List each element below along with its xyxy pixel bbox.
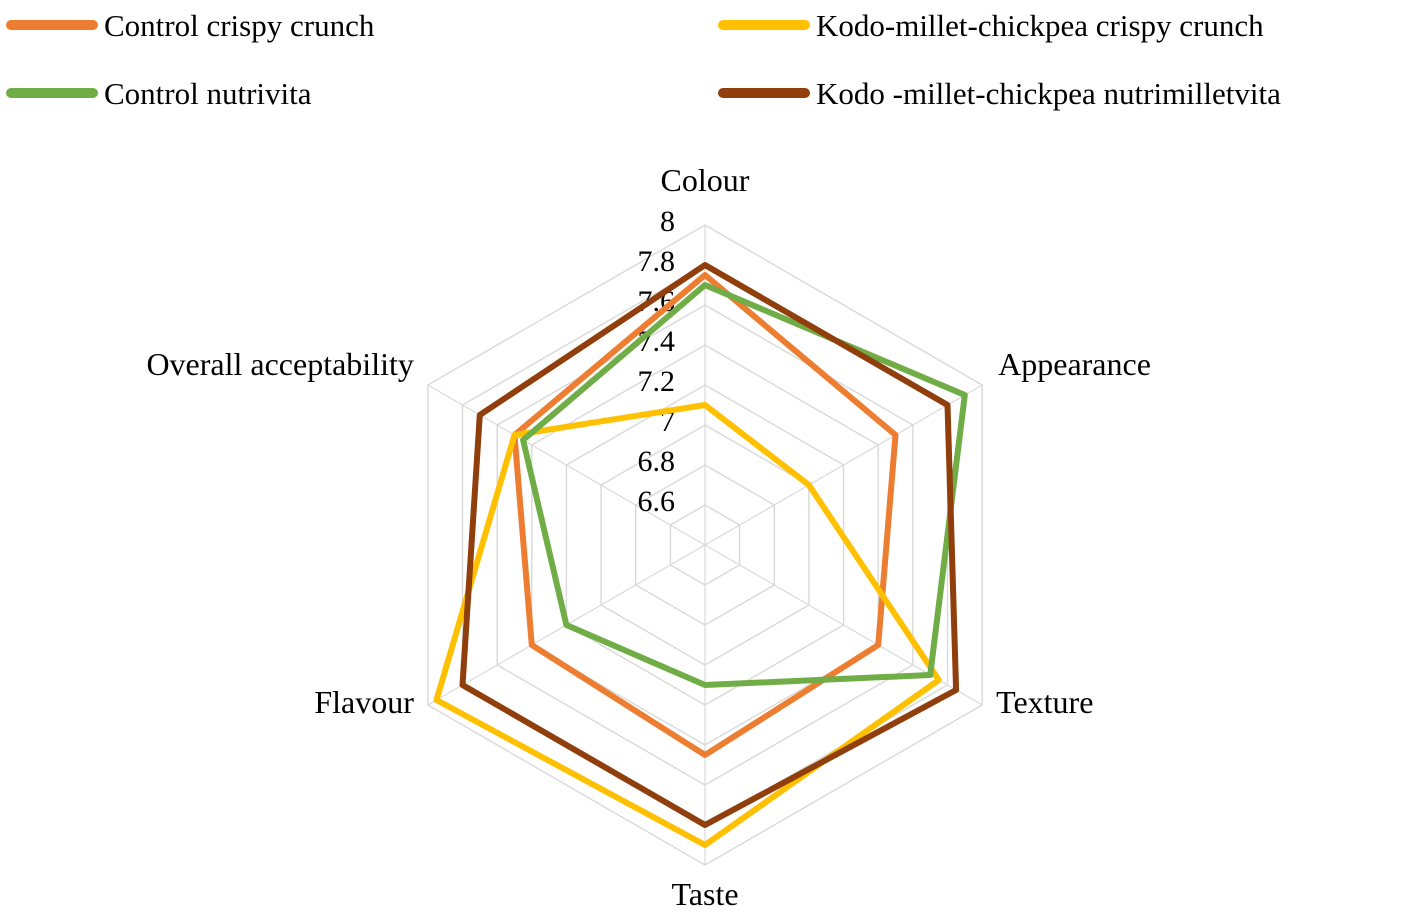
- legend-item-kodo-millet-chickpea-nutrimilletvita: Kodo -millet-chickpea nutrimilletvita: [718, 74, 1425, 112]
- axis-label-texture: Texture: [996, 684, 1093, 720]
- axis-label-overall-acceptability: Overall acceptability: [146, 346, 413, 382]
- radial-tick-label: 7.4: [638, 325, 676, 358]
- series-polygon-2: [520, 282, 968, 688]
- axis-label-appearance: Appearance: [998, 346, 1151, 382]
- radial-tick-label: 6.8: [638, 445, 676, 478]
- legend-item-kodo-millet-chickpea-crispy-crunch: Kodo-millet-chickpea crispy crunch: [718, 6, 1425, 44]
- series-polygon-3: [459, 262, 960, 828]
- legend-label: Kodo-millet-chickpea crispy crunch: [816, 7, 1264, 43]
- legend-swatch-line: [6, 20, 98, 30]
- radar-grid: [427, 224, 983, 866]
- radial-axis-tick-labels: 87.87.67.47.276.86.6: [638, 205, 676, 518]
- legend-item-control-nutrivita: Control nutrivita: [6, 74, 718, 112]
- legend-label: Control crispy crunch: [104, 7, 375, 43]
- legend-label: Control nutrivita: [104, 75, 312, 111]
- chart-legend: Control crispy crunch Kodo-millet-chickp…: [6, 6, 1425, 112]
- radial-tick-label: 7.2: [638, 365, 676, 398]
- axis-label-taste: Taste: [671, 876, 738, 912]
- radial-tick-label: 8: [660, 205, 675, 238]
- axis-label-colour: Colour: [661, 162, 750, 198]
- category-axis-labels: Colour Appearance Texture Taste Flavour Overa…: [146, 162, 1150, 912]
- legend-label: Kodo -millet-chickpea nutrimilletvita: [816, 75, 1281, 111]
- legend-swatch-line: [718, 20, 810, 30]
- series-polygon-1: [433, 402, 942, 848]
- legend-swatch-line: [718, 88, 810, 98]
- legend-item-control-crispy-crunch: Control crispy crunch: [6, 6, 718, 44]
- axis-label-flavour: Flavour: [314, 684, 414, 720]
- radial-tick-label: 7.8: [638, 245, 676, 278]
- radial-tick-label: 6.6: [638, 485, 676, 518]
- legend-swatch-line: [6, 88, 98, 98]
